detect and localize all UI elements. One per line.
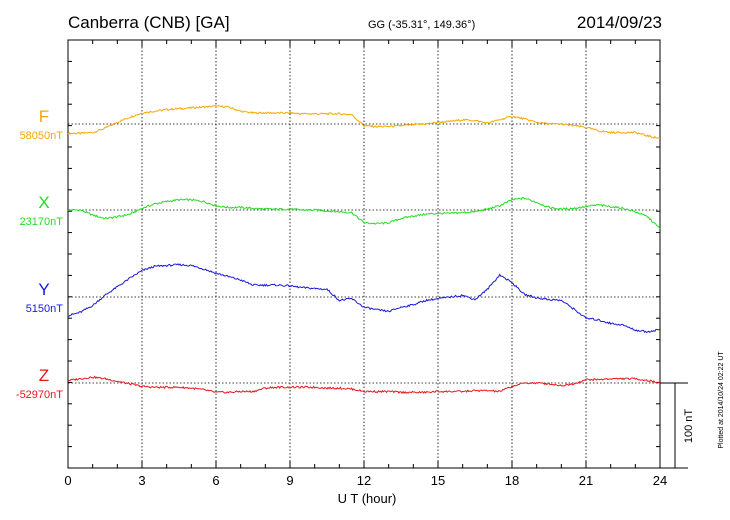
x-axis-label: U T (hour) [338, 491, 397, 506]
x-tick-label: 24 [653, 473, 667, 488]
channel-baseline-z: -52970nT [16, 389, 63, 401]
x-tick-label: 0 [64, 473, 71, 488]
plot-timestamp: Plotted at 2014/10/24 02:22 UT [718, 351, 725, 449]
series-line-z [67, 375, 661, 395]
channel-baseline-y: 5150nT [26, 303, 64, 315]
series-line-f [67, 104, 661, 139]
channel-labels: F 58050nT X 23170nT Y 5150nT Z -52970nT [16, 107, 63, 401]
x-tick-label: 12 [357, 473, 371, 488]
channel-label-z: Z [39, 366, 49, 385]
x-tick-label: 18 [505, 473, 519, 488]
date-label: 2014/09/23 [577, 13, 662, 32]
x-axis: 0 3 6 9 12 15 18 21 24 [64, 40, 667, 488]
scale-bar-label: 100 nT [683, 409, 695, 444]
x-tick-label: 15 [431, 473, 445, 488]
coordinates-label: GG (-35.31°, 149.36°) [368, 19, 475, 31]
channel-baseline-f: 58050nT [20, 130, 64, 142]
series-line-y [67, 263, 661, 333]
series-line-x [67, 196, 661, 229]
channel-baseline-x: 23170nT [20, 216, 64, 228]
channel-label-x: X [38, 193, 49, 212]
x-tick-label: 6 [212, 473, 219, 488]
grid [68, 40, 660, 468]
x-tick-label: 21 [579, 473, 593, 488]
series-lines [67, 104, 661, 395]
scale-bar: 100 nT [660, 382, 695, 469]
channel-label-y: Y [38, 280, 49, 299]
station-title: Canberra (CNB) [GA] [68, 13, 230, 32]
channel-label-f: F [39, 107, 49, 126]
x-tick-label: 9 [286, 473, 293, 488]
x-tick-label: 3 [138, 473, 145, 488]
